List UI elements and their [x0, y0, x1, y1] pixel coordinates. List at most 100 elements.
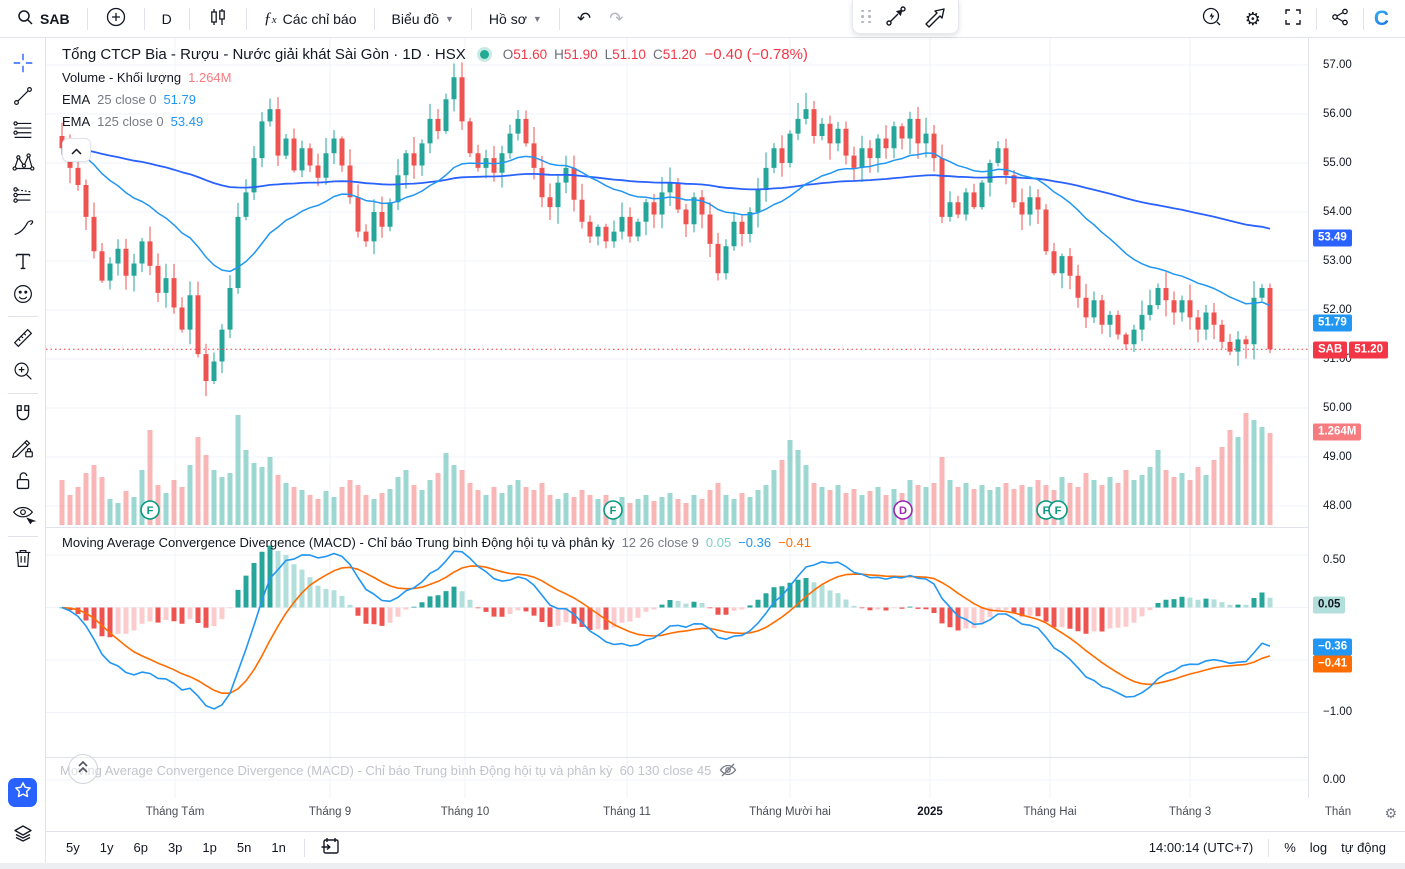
percent-scale-button[interactable]: % — [1284, 840, 1296, 855]
alert-button[interactable] — [1192, 4, 1232, 34]
axis-tick-label: 0.00 — [1323, 774, 1346, 786]
pane-separator[interactable] — [46, 527, 1405, 528]
share-button[interactable] — [1321, 4, 1359, 34]
settings-button[interactable]: ⚙ — [1236, 4, 1270, 34]
time-axis-label: Tháng Hai — [1023, 806, 1077, 818]
pane-separator[interactable] — [46, 757, 1405, 758]
coccoc-logo[interactable]: C — [1368, 7, 1395, 31]
ohlc-values: O51.60 H51.90 L51.10 C51.20 — [503, 47, 697, 62]
price-badge-value: 1.264M — [1313, 423, 1362, 441]
drawing-lock-tool[interactable] — [7, 432, 39, 464]
xabcd-pattern-tool[interactable] — [7, 146, 39, 178]
market-status-dot[interactable] — [479, 50, 489, 59]
time-axis[interactable]: ⚙ Tháng Tám Tháng 9 Tháng 10 Tháng 11 Tháng … — [46, 798, 1405, 831]
brush-tool[interactable] — [7, 212, 39, 244]
undo-button[interactable]: ↶ — [568, 4, 600, 34]
trend-arrow-tool[interactable] — [880, 0, 912, 32]
indicators-button[interactable]: ƒx Các chỉ báo — [255, 4, 366, 34]
ema25-params: 25 close 0 — [97, 92, 157, 107]
macd-label: Moving Average Convergence Divergence (M… — [62, 535, 615, 550]
chart-style-button[interactable] — [198, 4, 238, 34]
object-tree-button[interactable] — [8, 822, 37, 851]
floating-drawing-palette[interactable] — [852, 0, 959, 34]
axis-tick-label: 48.00 — [1323, 500, 1352, 512]
ema125-legend-row[interactable]: EMA 125 close 0 53.49 — [62, 114, 808, 129]
legend-collapse-button[interactable] — [62, 138, 91, 162]
goto-date-button[interactable] — [313, 833, 348, 863]
range-button-5n[interactable]: 5n — [236, 840, 252, 855]
magnet-tool[interactable] — [7, 399, 39, 431]
chevron-down-icon: ▼ — [532, 13, 542, 24]
chart-menu-button[interactable]: Biểu đồ ▼ — [383, 4, 463, 34]
fullscreen-button[interactable] — [1274, 4, 1312, 34]
restore-pane-button[interactable] — [68, 754, 98, 784]
profile-menu-label: Hồ sơ — [488, 10, 527, 27]
symbol-label: SAB — [40, 10, 70, 27]
toolbar-separator — [303, 838, 305, 857]
range-button-6p[interactable]: 6p — [133, 840, 148, 855]
crosshair-icon — [10, 50, 36, 76]
range-button-1p[interactable]: 1p — [202, 840, 217, 855]
fullscreen-icon — [1283, 7, 1303, 30]
hide-drawings-tool[interactable] — [7, 498, 39, 530]
ema125-value: 53.49 — [170, 114, 204, 129]
ema125-params: 125 close 0 — [97, 114, 164, 129]
price-axis[interactable]: 57.00 56.00 55.00 54.00 53.00 52.00 51.00 50.00… — [1308, 38, 1405, 798]
svg-text:F: F — [1055, 505, 1062, 517]
hidden-macd-legend-row[interactable]: Moving Average Convergence Divergence (M… — [60, 760, 738, 780]
remove-drawings-tool[interactable] — [7, 542, 39, 574]
calendar-icon — [320, 836, 341, 860]
volume-series — [59, 413, 1273, 525]
crosshair-tool[interactable] — [7, 47, 39, 79]
axis-price-badge: 51.79 — [1313, 314, 1352, 332]
arrow-marker-icon — [921, 3, 947, 29]
eye-off-icon[interactable] — [718, 760, 738, 780]
fib-retracement-tool[interactable] — [7, 113, 39, 145]
range-button-5y[interactable]: 5y — [66, 840, 80, 855]
sidebar-separator — [7, 393, 38, 394]
forecast-tool[interactable] — [7, 179, 39, 211]
lock-icon — [10, 468, 36, 494]
favorites-star-button[interactable] — [8, 778, 37, 807]
time-axis-settings-icon[interactable]: ⚙ — [1384, 805, 1397, 821]
compare-add-button[interactable] — [96, 4, 136, 34]
svg-text:F: F — [1043, 505, 1050, 517]
ema25-value: 51.79 — [163, 92, 196, 107]
alert-bolt-icon — [1201, 6, 1223, 31]
symbol-search-button[interactable]: SAB — [8, 4, 79, 34]
zoom-in-tool[interactable] — [7, 355, 39, 387]
text-tool[interactable] — [7, 245, 39, 277]
trend-line-tool[interactable] — [7, 80, 39, 112]
profile-menu-button[interactable]: Hồ sơ ▼ — [480, 4, 551, 34]
drag-handle[interactable] — [861, 9, 872, 24]
forecast-icon — [10, 182, 36, 208]
lock-all-tool[interactable] — [7, 465, 39, 497]
interval-button[interactable]: D — [153, 4, 181, 34]
hidden-macd-params: 60 130 close 45 — [619, 762, 712, 778]
arrow-marker-tool[interactable] — [918, 0, 950, 32]
measure-tool[interactable] — [7, 322, 39, 354]
volume-legend-row[interactable]: Volume - Khối lượng 1.264M — [62, 70, 808, 85]
ema25-legend-row[interactable]: EMA 25 close 0 51.79 — [62, 92, 808, 107]
trend-line-icon — [10, 83, 36, 109]
event-marker-f[interactable]: F — [140, 500, 160, 520]
axis-price-badge: 1.264M — [1313, 423, 1362, 441]
auto-scale-button[interactable]: tự động — [1341, 840, 1386, 855]
gear-icon: ⚙ — [1244, 8, 1261, 29]
redo-button[interactable]: ↷ — [600, 4, 632, 34]
clock-time[interactable]: 14:00:14 (UTC+7) — [1148, 840, 1254, 855]
macd-legend-row[interactable]: Moving Average Convergence Divergence (M… — [62, 535, 811, 550]
event-marker-f[interactable]: F — [1048, 500, 1068, 520]
emoji-tool[interactable] — [7, 278, 39, 310]
range-button-3p[interactable]: 3p — [167, 840, 183, 855]
event-marker-f[interactable]: F — [603, 500, 623, 520]
emoji-icon — [10, 281, 36, 307]
grid-lines — [46, 38, 1308, 798]
log-scale-button[interactable]: log — [1309, 840, 1328, 855]
time-axis-label: Tháng 10 — [440, 806, 490, 818]
range-button-1y[interactable]: 1y — [99, 840, 114, 855]
range-button-1n[interactable]: 1n — [271, 840, 286, 855]
event-marker-d[interactable]: D — [893, 500, 913, 520]
